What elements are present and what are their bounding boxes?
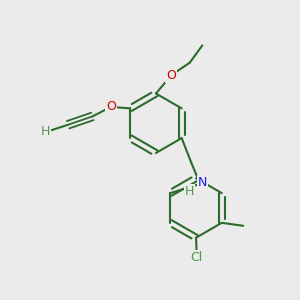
Text: H: H: [185, 185, 194, 198]
Text: O: O: [167, 69, 176, 82]
Text: Cl: Cl: [190, 251, 203, 264]
Text: N: N: [198, 176, 207, 189]
Text: H: H: [40, 125, 50, 138]
Text: O: O: [106, 100, 116, 113]
